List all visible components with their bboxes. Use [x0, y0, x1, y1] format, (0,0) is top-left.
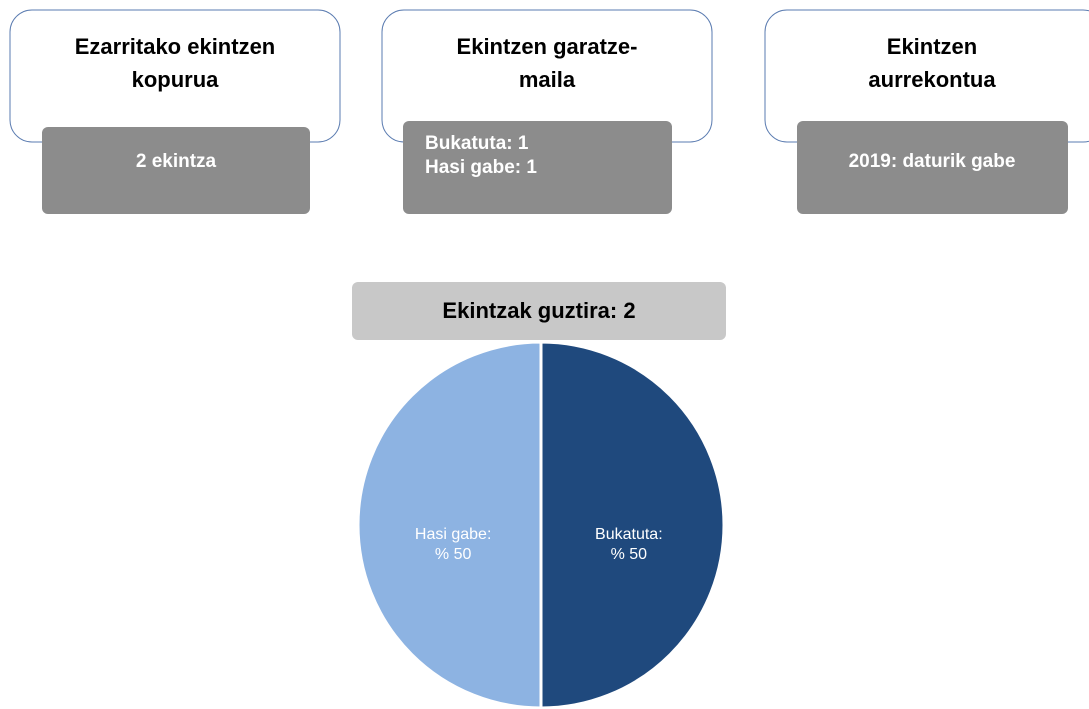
card-value: 2019: daturik gabe	[849, 151, 1016, 172]
card-title: kopurua	[132, 67, 220, 92]
card-value-box	[797, 121, 1068, 214]
pie-label-value: % 50	[435, 546, 472, 563]
pie-label-value: % 50	[611, 546, 648, 563]
card-title: aurrekontua	[868, 67, 996, 92]
card-value: Hasi gabe: 1	[425, 157, 537, 178]
card-value-box	[403, 121, 672, 214]
card-value-box	[42, 127, 310, 214]
pie-label-name: Bukatuta:	[595, 526, 663, 543]
card-title: Ekintzen	[887, 34, 977, 59]
pie-slice	[539, 340, 726, 709]
card-title: maila	[519, 67, 576, 92]
pie-title: Ekintzak guztira: 2	[442, 298, 635, 323]
pie-label-name: Hasi gabe:	[415, 526, 492, 543]
card-value: 2 ekintza	[136, 151, 217, 172]
card-title: Ezarritako ekintzen	[75, 34, 276, 59]
pie-slice	[356, 340, 543, 709]
card-value: Bukatuta: 1	[425, 133, 529, 154]
pie-title-box	[352, 282, 726, 340]
card-title: Ekintzen garatze-	[457, 34, 638, 59]
